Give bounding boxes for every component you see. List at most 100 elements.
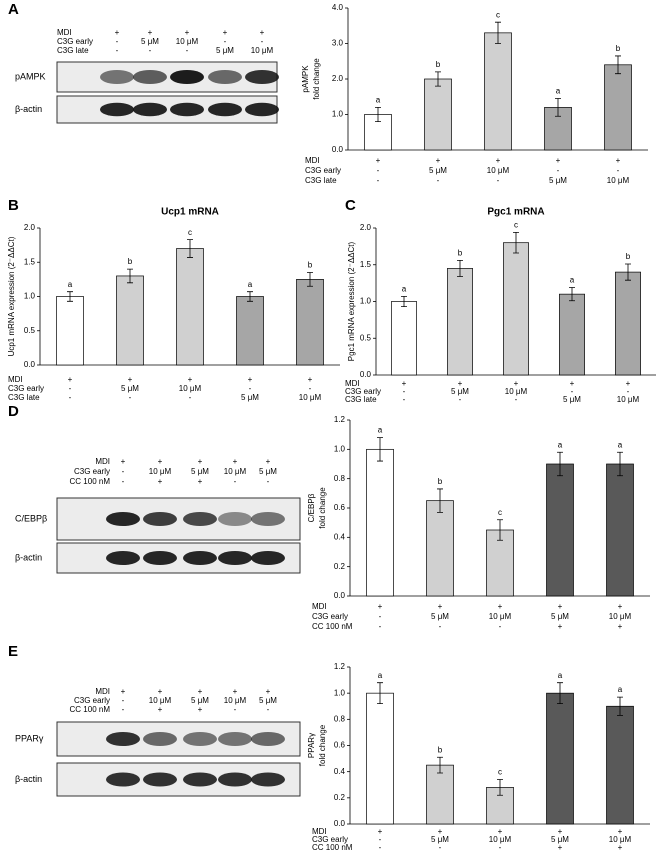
- condition-label: CC 100 nM: [70, 477, 111, 486]
- condition-cell: 10 μM: [224, 467, 247, 476]
- condition-cell: 10 μM: [149, 696, 172, 705]
- y-tick-label: 2.0: [24, 223, 36, 232]
- blot-band: [143, 772, 177, 787]
- bar: [546, 463, 574, 597]
- bar: [56, 296, 84, 366]
- condition-cell: 10 μM: [489, 612, 512, 621]
- condition-cell: -: [499, 843, 502, 851]
- condition-cell: +: [498, 602, 503, 611]
- condition-cell: +: [618, 843, 623, 851]
- condition-cell: -: [377, 176, 380, 185]
- condition-label: C3G early: [345, 387, 381, 396]
- condition-cell: 10 μM: [251, 46, 274, 55]
- condition-cell: +: [148, 28, 153, 37]
- condition-label: MDI: [345, 379, 360, 388]
- condition-cell: -: [403, 387, 406, 396]
- condition-cell: -: [515, 395, 518, 404]
- error-bar: [457, 259, 463, 277]
- bar: [546, 692, 574, 825]
- condition-cell: +: [618, 827, 623, 836]
- band-label: C/EBPβ: [15, 513, 47, 523]
- condition-cell: -: [379, 835, 382, 844]
- y-tick-label: 2.0: [332, 74, 344, 83]
- blot-band: [208, 102, 242, 117]
- condition-cell: -: [122, 705, 125, 714]
- y-axis-label: fold change: [318, 724, 327, 766]
- significance-letter: c: [496, 10, 500, 19]
- band-label: β-actin: [15, 104, 42, 114]
- blot-band: [183, 512, 217, 526]
- blot-band: [251, 772, 285, 787]
- y-tick-label: 0.0: [360, 370, 372, 379]
- condition-cell: +: [158, 477, 163, 486]
- condition-cell: 5 μM: [431, 612, 449, 621]
- y-tick-label: 0.8: [334, 474, 346, 483]
- condition-label: C3G early: [8, 384, 44, 393]
- panel-label: E: [8, 643, 18, 660]
- condition-cell: +: [436, 156, 441, 165]
- condition-cell: 5 μM: [549, 176, 567, 185]
- condition-cell: +: [496, 156, 501, 165]
- condition-cell: +: [198, 705, 203, 714]
- panel-label: D: [8, 403, 19, 420]
- condition-label: C3G early: [57, 37, 93, 46]
- error-bar: [513, 232, 519, 254]
- condition-cell: 10 μM: [224, 696, 247, 705]
- condition-cell: 5 μM: [191, 467, 209, 476]
- significance-letter: b: [626, 252, 631, 261]
- condition-cell: -: [459, 395, 462, 404]
- significance-letter: a: [558, 671, 563, 680]
- y-tick-label: 0.0: [334, 591, 346, 600]
- condition-cell: -: [186, 46, 189, 55]
- blot-band: [251, 551, 285, 565]
- condition-cell: -: [261, 37, 264, 46]
- y-tick-label: 1.0: [334, 688, 346, 697]
- condition-cell: 10 μM: [489, 835, 512, 844]
- condition-cell: 10 μM: [179, 384, 202, 393]
- error-bar: [497, 519, 503, 541]
- bar: [366, 692, 394, 825]
- condition-label: MDI: [312, 827, 327, 836]
- panel-label: C: [345, 197, 356, 214]
- y-tick-label: 1.0: [332, 110, 344, 119]
- significance-letter: c: [498, 768, 502, 777]
- y-tick-label: 0.0: [24, 360, 36, 369]
- y-tick-label: 0.6: [334, 741, 346, 750]
- bar: [606, 705, 634, 825]
- blot-band: [106, 772, 140, 787]
- blot-band: [218, 551, 252, 565]
- bar: [366, 448, 394, 597]
- band-label: β-actin: [15, 552, 42, 562]
- bar: [391, 301, 417, 376]
- condition-label: C3G early: [74, 696, 110, 705]
- y-tick-label: 1.0: [360, 297, 372, 306]
- condition-cell: +: [185, 28, 190, 37]
- condition-cell: 10 μM: [607, 176, 630, 185]
- error-bar: [617, 451, 623, 477]
- bar: [296, 279, 324, 366]
- condition-label: CC 100 nM: [70, 705, 111, 714]
- error-bar: [437, 756, 443, 774]
- condition-cell: 10 μM: [505, 387, 528, 396]
- y-tick-label: 1.2: [334, 662, 346, 671]
- condition-cell: -: [69, 393, 72, 402]
- significance-letter: a: [248, 280, 253, 289]
- condition-label: C3G early: [312, 835, 348, 844]
- blot-band: [143, 732, 177, 746]
- y-tick-label: 0.6: [334, 503, 346, 512]
- condition-cell: -: [439, 843, 442, 851]
- condition-cell: +: [198, 687, 203, 696]
- bar: [503, 242, 529, 376]
- condition-cell: +: [266, 687, 271, 696]
- significance-letter: b: [616, 44, 621, 53]
- condition-label: C3G late: [8, 393, 40, 402]
- condition-cell: 10 μM: [299, 393, 322, 402]
- blot-band: [143, 551, 177, 565]
- error-bar: [615, 55, 621, 75]
- condition-cell: 5 μM: [191, 696, 209, 705]
- condition-cell: +: [376, 156, 381, 165]
- condition-cell: 5 μM: [259, 696, 277, 705]
- condition-cell: 5 μM: [551, 835, 569, 844]
- condition-cell: -: [189, 393, 192, 402]
